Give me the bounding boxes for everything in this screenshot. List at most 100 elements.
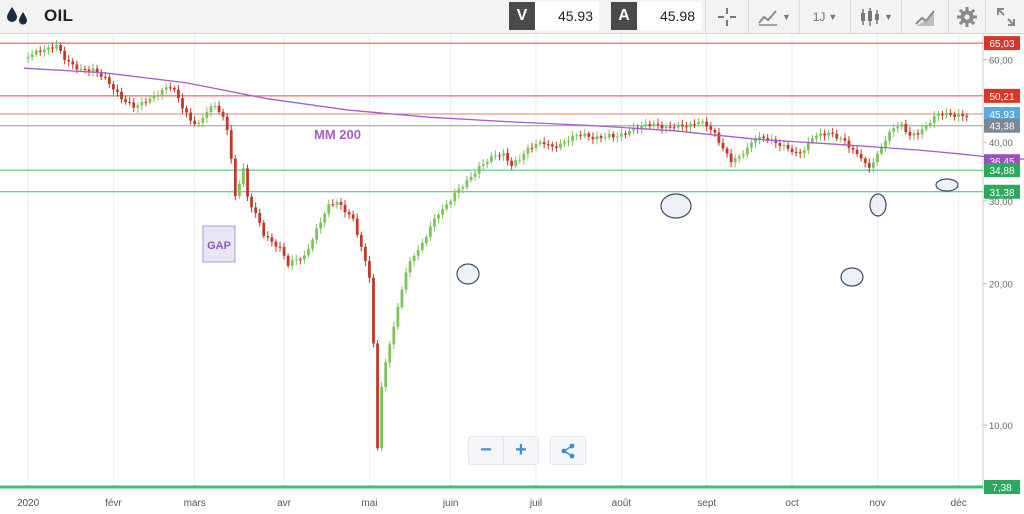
drawing-tools-button[interactable] xyxy=(901,0,948,33)
settings-button[interactable] xyxy=(948,0,985,33)
zoom-out-button[interactable]: − xyxy=(480,439,492,461)
candle-158 xyxy=(664,126,668,129)
candle-68 xyxy=(298,259,302,261)
candle-204 xyxy=(851,147,855,150)
candle-201 xyxy=(839,138,843,140)
candle-34 xyxy=(160,89,164,95)
candle-181 xyxy=(758,136,761,140)
y-tick-label-0: 10,00 xyxy=(989,421,1013,432)
candle-154 xyxy=(648,124,652,127)
candle-61 xyxy=(270,237,274,242)
candle-223 xyxy=(928,123,932,126)
mm200-label: MM 200 xyxy=(314,127,361,142)
candle-166 xyxy=(697,122,700,125)
candle-17 xyxy=(91,68,95,72)
level-tag-1 xyxy=(984,88,1020,103)
candle-8 xyxy=(55,45,58,49)
candles xyxy=(26,40,969,452)
bid-quote[interactable]: V 45.93 xyxy=(509,2,599,30)
level-tag-7 xyxy=(984,480,1020,494)
candle-214 xyxy=(892,128,896,132)
candle-174 xyxy=(729,153,733,163)
zoom-in-button[interactable]: + xyxy=(503,437,538,464)
chevron-down-icon: ▼ xyxy=(884,11,893,22)
x-tick-label-10: nov xyxy=(869,498,885,509)
chart-type-button[interactable]: ▼ xyxy=(748,0,799,33)
symbol-title: OIL xyxy=(44,6,74,25)
candle-24 xyxy=(120,91,123,100)
candle-41 xyxy=(189,112,193,121)
candle-66 xyxy=(290,260,294,266)
candle-157 xyxy=(660,124,664,129)
candle-33 xyxy=(156,94,160,96)
level-tag-text-2: 45,93 xyxy=(989,110,1014,121)
level-tag-6 xyxy=(984,184,1020,199)
candle-63 xyxy=(278,246,282,248)
candle-179 xyxy=(750,142,753,148)
candle-62 xyxy=(274,241,278,247)
crosshair-button[interactable] xyxy=(705,0,748,33)
x-tick-label-0: 2020 xyxy=(17,498,40,509)
candle-style-button[interactable]: ▼ xyxy=(850,0,901,33)
candle-44 xyxy=(201,118,205,123)
candle-167 xyxy=(701,121,705,123)
candle-9 xyxy=(59,45,62,51)
candle-112 xyxy=(477,165,481,174)
chevron-down-icon: ▼ xyxy=(828,11,838,22)
highlight-oval-3 xyxy=(869,193,887,217)
price-chart[interactable]: MM 200 GAP 10,00 20,00 30,00 40,00 60,00 2020… xyxy=(0,34,1024,514)
candle-1 xyxy=(26,57,30,59)
candle-209 xyxy=(871,162,875,168)
candle-221 xyxy=(920,129,924,135)
candle-228 xyxy=(949,112,952,115)
candle-144 xyxy=(607,134,611,138)
candle-71 xyxy=(311,239,314,249)
candle-74 xyxy=(323,213,327,223)
candle-10 xyxy=(63,50,67,60)
candle-40 xyxy=(185,108,188,113)
candle-47 xyxy=(213,105,217,107)
share-button[interactable] xyxy=(551,437,585,464)
level-tag-3 xyxy=(984,118,1020,133)
candle-115 xyxy=(489,156,493,162)
candle-45 xyxy=(205,112,209,119)
ask-quote[interactable]: A 45.98 xyxy=(611,2,701,30)
candle-188 xyxy=(786,144,790,149)
candle-148 xyxy=(624,133,627,135)
candle-64 xyxy=(282,247,286,256)
candle-36 xyxy=(168,87,172,89)
oil-drops-icon xyxy=(7,7,27,25)
candle-82 xyxy=(355,218,359,235)
candle-84 xyxy=(363,246,367,262)
moving-average xyxy=(23,67,1024,160)
candle-35 xyxy=(164,87,168,90)
ask-value: 45.98 xyxy=(637,2,701,30)
candle-18 xyxy=(95,68,99,73)
x-tick-label-6: juil xyxy=(529,498,542,509)
candle-11 xyxy=(67,59,71,62)
highlight-oval-1 xyxy=(660,193,692,219)
candle-137 xyxy=(579,135,583,137)
candle-224 xyxy=(932,116,936,124)
candle-205 xyxy=(855,149,859,154)
candle-211 xyxy=(880,147,883,154)
candle-172 xyxy=(721,142,725,149)
candle-222 xyxy=(924,125,928,130)
candle-108 xyxy=(461,186,465,189)
candle-203 xyxy=(847,140,851,148)
ask-label: A xyxy=(611,2,637,30)
fullscreen-button[interactable] xyxy=(985,0,1024,33)
timeframe-select[interactable]: 1J ▼ xyxy=(799,0,850,33)
x-tick-label-9: oct xyxy=(785,498,799,509)
candle-46 xyxy=(209,106,213,113)
candle-206 xyxy=(859,153,863,159)
mm200-line xyxy=(23,67,1024,160)
level-tag-text-0: 65,03 xyxy=(989,39,1014,50)
candle-178 xyxy=(745,147,749,155)
candle-100 xyxy=(428,226,432,237)
drawing-tools-icon xyxy=(915,9,935,26)
candle-120 xyxy=(510,160,514,166)
candle-127 xyxy=(538,142,542,144)
bid-label: V xyxy=(509,2,535,30)
candle-5 xyxy=(42,49,46,52)
